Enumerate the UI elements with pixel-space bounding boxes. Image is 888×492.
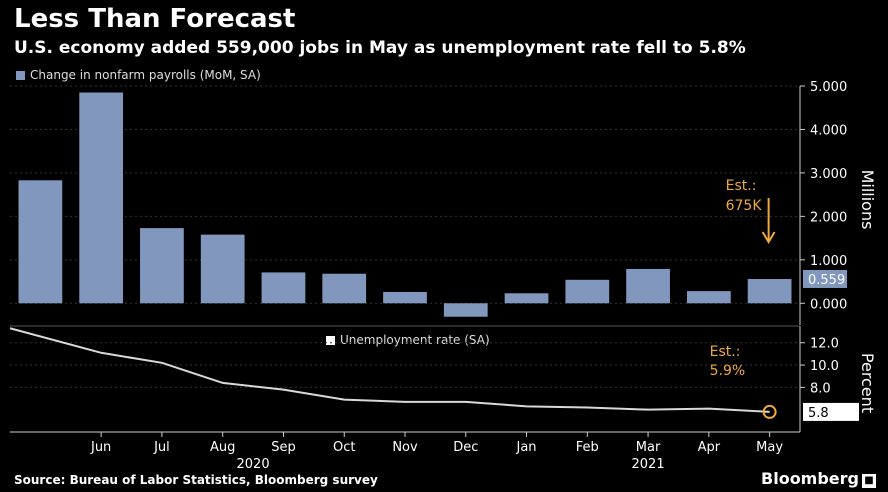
chart-title: Less Than Forecast <box>14 4 296 34</box>
source-note: Source: Bureau of Labor Statistics, Bloo… <box>14 473 378 487</box>
x-tick-label: Sep <box>271 440 296 455</box>
x-tick-label: Feb <box>576 440 599 455</box>
unemployment-ytick-label: 8.0 <box>810 381 831 396</box>
unemployment-last-value-tag <box>803 402 859 421</box>
x-tick-label: Jan <box>516 440 537 455</box>
estimate-arrow-head-icon <box>761 231 776 244</box>
year-label: 2021 <box>632 457 665 472</box>
payrolls-bar <box>140 228 184 304</box>
unemployment-legend-label: Unemployment rate (SA) <box>340 333 490 347</box>
x-tick-label: Jun <box>90 440 111 455</box>
payrolls-bar <box>200 234 245 304</box>
payrolls-last-value-label: 0.559 <box>808 273 845 288</box>
payrolls-legend-label: Change in nonfarm payrolls (MoM, SA) <box>30 68 261 82</box>
payrolls-bar <box>79 92 124 304</box>
payrolls-bar <box>626 268 670 304</box>
x-tick-label: Apr <box>698 440 721 455</box>
unemployment-last-point <box>762 404 777 419</box>
x-tick-label: Oct <box>333 440 355 455</box>
payrolls-bar <box>383 291 427 304</box>
payrolls-ytick-label: 5.000 <box>810 80 847 95</box>
payrolls-y-axis-title: Millions <box>858 170 877 230</box>
unemployment-last-value-label: 5.8 <box>808 406 829 421</box>
payrolls-bar <box>18 180 63 304</box>
unemployment-ytick-label: 10.0 <box>810 359 839 374</box>
x-tick-label: May <box>756 440 783 455</box>
payrolls-bar <box>747 278 792 304</box>
unemployment-line <box>9 327 770 413</box>
payrolls-plot: 5.000 4.000 3.000 2.000 1.000 0.000 Millions 0.… <box>10 80 877 325</box>
unemployment-y-axis-title: Percent <box>858 353 877 413</box>
x-tick-label: Nov <box>392 440 418 455</box>
payrolls-legend-swatch <box>16 71 25 80</box>
payrolls-ytick-label: 2.000 <box>810 210 847 225</box>
unemployment-estimate-line2: 5.9% <box>710 363 746 379</box>
payrolls-ytick-label: 1.000 <box>810 254 847 269</box>
payrolls-estimate-line2: 675K <box>726 198 763 214</box>
payrolls-bar <box>565 279 610 304</box>
x-tick-label: Jul <box>153 440 170 455</box>
unemployment-plot: 12.0 10.0 8.0 Percent 5.8 Est.: 5.9% <box>9 325 877 432</box>
payrolls-bar <box>504 293 549 304</box>
payrolls-bar <box>322 273 367 304</box>
year-label: 2020 <box>237 457 270 472</box>
payrolls-bar <box>686 291 731 304</box>
payrolls-ytick-label: 3.000 <box>810 167 847 182</box>
payrolls-ytick-label: 4.000 <box>810 123 847 138</box>
x-tick-label: Dec <box>453 440 478 455</box>
payrolls-bar <box>443 303 488 317</box>
payrolls-estimate-line1: Est.: <box>726 178 757 194</box>
brand-logo: Bloomberg ■ <box>761 469 876 488</box>
unemployment-ytick-label: 12.0 <box>810 337 839 352</box>
payrolls-legend: Change in nonfarm payrolls (MoM, SA) <box>16 68 261 82</box>
payrolls-last-value-tag <box>803 269 847 288</box>
payrolls-bar <box>261 272 306 304</box>
brand-name: Bloomberg <box>761 469 859 488</box>
brand-mark-icon: ■ <box>862 474 876 488</box>
chart-subtitle: U.S. economy added 559,000 jobs in May a… <box>14 38 746 58</box>
unemployment-legend: Unemployment rate (SA) <box>326 333 490 347</box>
x-axis: Jun Jul Aug Sep Oct Nov Dec Jan Feb Mar Apr May 2020… <box>10 431 800 472</box>
x-tick-label: Mar <box>636 440 661 455</box>
unemployment-estimate-line1: Est.: <box>710 344 741 360</box>
x-tick-label: Aug <box>210 440 235 455</box>
payrolls-ytick-label: 0.000 <box>810 297 847 312</box>
unemployment-legend-swatch <box>326 336 335 345</box>
